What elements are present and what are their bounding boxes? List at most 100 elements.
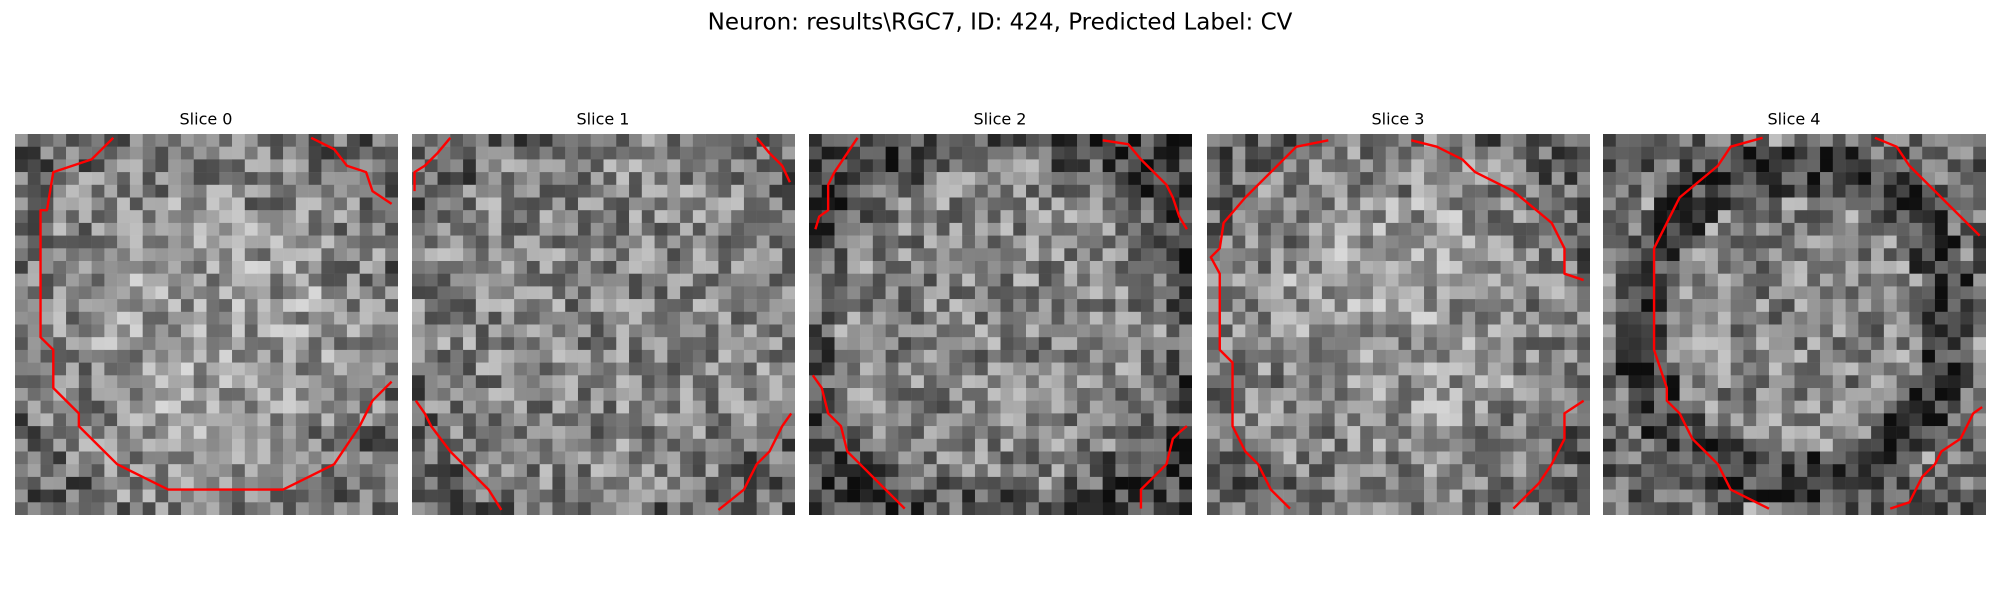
- pixel: [15, 184, 29, 198]
- pixel: [1628, 299, 1642, 313]
- pixel: [1960, 299, 1974, 313]
- pixel: [244, 324, 258, 338]
- pixel: [1000, 235, 1014, 249]
- pixel: [1411, 476, 1425, 490]
- pixel: [1207, 451, 1221, 465]
- pixel: [1026, 464, 1040, 478]
- pixel: [1166, 134, 1180, 147]
- pixel: [295, 184, 309, 198]
- pixel: [1077, 273, 1091, 287]
- pixel: [53, 464, 67, 478]
- pixel: [1679, 489, 1693, 503]
- pixel: [15, 375, 29, 389]
- pixel: [1538, 426, 1552, 440]
- pixel: [40, 388, 54, 401]
- pixel: [962, 375, 976, 389]
- pixel: [1334, 362, 1348, 376]
- pixel: [1360, 134, 1374, 147]
- pixel: [193, 337, 207, 351]
- pixel: [1487, 489, 1501, 503]
- pixel: [756, 197, 770, 211]
- pixel: [1577, 438, 1590, 452]
- pixel: [1794, 299, 1808, 313]
- pixel: [1051, 388, 1065, 401]
- pixel: [923, 159, 937, 173]
- pixel: [1794, 248, 1808, 262]
- pixel: [1309, 286, 1323, 300]
- pixel: [412, 299, 426, 313]
- pixel: [1654, 248, 1668, 262]
- pixel: [283, 299, 297, 313]
- pixel: [1179, 413, 1192, 427]
- pixel: [1115, 184, 1129, 198]
- pixel: [898, 210, 912, 224]
- pixel: [501, 362, 515, 376]
- pixel: [923, 400, 937, 414]
- pixel: [603, 337, 617, 351]
- pixel: [936, 134, 950, 147]
- pixel: [321, 476, 335, 490]
- pixel: [155, 400, 169, 414]
- pixel: [257, 413, 271, 427]
- pixel: [1166, 502, 1180, 515]
- pixel: [1551, 426, 1565, 440]
- pixel: [1577, 388, 1590, 401]
- pixel: [321, 337, 335, 351]
- pixel: [1026, 438, 1040, 452]
- pixel: [641, 197, 655, 211]
- pixel: [923, 311, 937, 325]
- pixel: [616, 438, 630, 452]
- pixel: [142, 388, 156, 401]
- pixel: [1166, 184, 1180, 198]
- pixel: [949, 451, 963, 465]
- pixel: [667, 299, 681, 313]
- pixel: [372, 413, 386, 427]
- pixel: [1705, 324, 1719, 338]
- pixel: [1347, 375, 1361, 389]
- pixel: [372, 438, 386, 452]
- pixel: [1832, 286, 1846, 300]
- pixel: [1089, 222, 1103, 236]
- pixel: [1102, 172, 1116, 186]
- pixel: [1128, 413, 1142, 427]
- pixel: [616, 311, 630, 325]
- pixel: [692, 426, 706, 440]
- pixel: [1296, 299, 1310, 313]
- pixel: [450, 413, 464, 427]
- pixel: [1115, 451, 1129, 465]
- pixel: [27, 159, 41, 173]
- pixel: [1207, 362, 1221, 376]
- pixel: [872, 248, 886, 262]
- pixel: [911, 184, 925, 198]
- pixel: [847, 286, 861, 300]
- pixel: [1768, 413, 1782, 427]
- pixel: [1219, 337, 1233, 351]
- pixel: [1654, 134, 1668, 147]
- pixel: [834, 273, 848, 287]
- pixel: [552, 146, 566, 160]
- pixel: [1781, 286, 1795, 300]
- pixel: [1462, 210, 1476, 224]
- pixel: [1781, 362, 1795, 376]
- pixel: [1922, 235, 1936, 249]
- pixel: [1102, 489, 1116, 503]
- pixel: [616, 172, 630, 186]
- pixel: [743, 362, 757, 376]
- pixel: [450, 273, 464, 287]
- pixel: [1654, 299, 1668, 313]
- pixel: [1258, 464, 1272, 478]
- pixel: [1449, 388, 1463, 401]
- pixel: [1064, 235, 1078, 249]
- pixel: [1013, 464, 1027, 478]
- pixel: [1871, 362, 1885, 376]
- pixel: [232, 400, 246, 414]
- pixel: [1026, 286, 1040, 300]
- pixel: [1960, 426, 1974, 440]
- pixel: [1500, 311, 1514, 325]
- pixel: [1398, 159, 1412, 173]
- pixel: [437, 349, 451, 363]
- pixel: [359, 476, 373, 490]
- pixel: [1475, 362, 1489, 376]
- pixel: [1845, 426, 1859, 440]
- pixel: [860, 400, 874, 414]
